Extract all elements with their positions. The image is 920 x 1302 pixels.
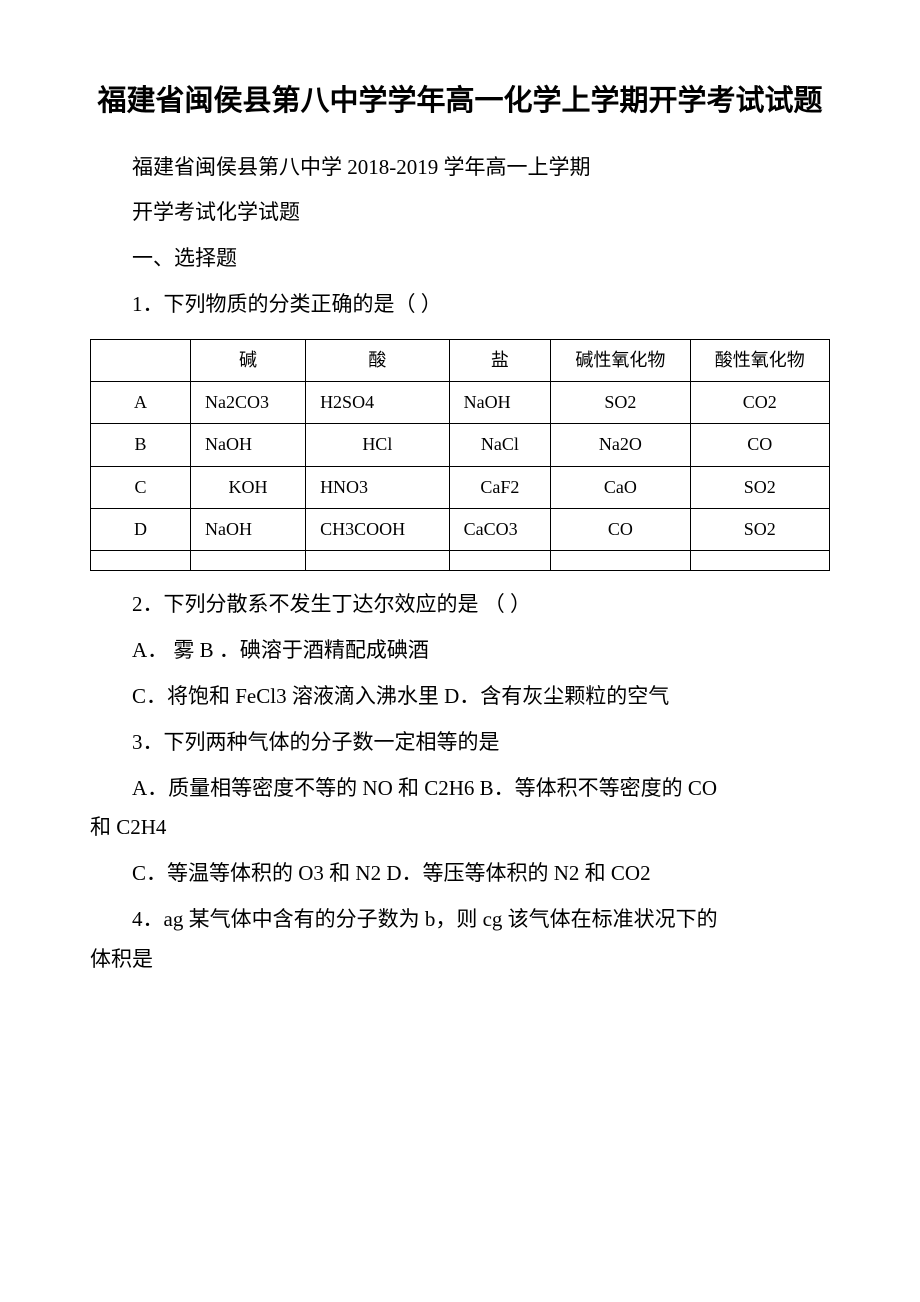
table-cell	[449, 551, 551, 571]
table-cell	[551, 551, 690, 571]
subtitle-line-2: 开学考试化学试题	[90, 193, 830, 233]
table-header-cell	[91, 340, 191, 382]
table-cell: NaOH	[191, 508, 306, 550]
table-cell: SO2	[690, 508, 829, 550]
table-header-cell: 盐	[449, 340, 551, 382]
table-cell: SO2	[551, 382, 690, 424]
question-2: 2．下列分散系不发生丁达尔效应的是 （ ）	[90, 585, 830, 625]
table-cell: D	[91, 508, 191, 550]
table-header-cell: 酸性氧化物	[690, 340, 829, 382]
table-header-cell: 酸	[306, 340, 450, 382]
section-heading: 一、选择题	[90, 239, 830, 279]
question-2-option-c: C．将饱和 FeCl3 溶液滴入沸水里 D．含有灰尘颗粒的空气	[90, 677, 830, 717]
question-4: 4．ag 某气体中含有的分子数为 b，则 cg 该气体在标准状况下的体积是	[90, 900, 830, 980]
table-cell: CaF2	[449, 466, 551, 508]
classification-table: 碱 酸 盐 碱性氧化物 酸性氧化物 A Na2CO3 H2SO4 NaOH SO…	[90, 339, 830, 571]
table-cell: CO	[551, 508, 690, 550]
question-2-option-a: A． 雾 B ．碘溶于酒精配成碘酒	[90, 631, 830, 671]
table-header-row: 碱 酸 盐 碱性氧化物 酸性氧化物	[91, 340, 830, 382]
table-cell: Na2O	[551, 424, 690, 466]
table-cell: H2SO4	[306, 382, 450, 424]
table-cell: KOH	[191, 466, 306, 508]
table-row: D NaOH CH3COOH CaCO3 CO SO2	[91, 508, 830, 550]
table-cell: NaOH	[191, 424, 306, 466]
table-cell: CH3COOH	[306, 508, 450, 550]
table-header-cell: 碱性氧化物	[551, 340, 690, 382]
table-cell: CO2	[690, 382, 829, 424]
table-cell: Na2CO3	[191, 382, 306, 424]
table-cell: HCl	[306, 424, 450, 466]
subtitle-line-1: 福建省闽侯县第八中学 2018-2019 学年高一上学期	[90, 148, 830, 188]
table-cell: B	[91, 424, 191, 466]
table-cell: CaCO3	[449, 508, 551, 550]
table-cell: CaO	[551, 466, 690, 508]
document-title: 福建省闽侯县第八中学学年高一化学上学期开学考试试题	[90, 80, 830, 124]
table-row: C KOH HNO3 CaF2 CaO SO2	[91, 466, 830, 508]
question-1: 1．下列物质的分类正确的是（ ）	[90, 285, 830, 325]
table-cell: NaCl	[449, 424, 551, 466]
table-row: B NaOH HCl NaCl Na2O CO	[91, 424, 830, 466]
question-3-option-a: A．质量相等密度不等的 NO 和 C2H6 B．等体积不等密度的 CO和 C2H…	[90, 769, 830, 849]
table-empty-row	[91, 551, 830, 571]
table-cell	[306, 551, 450, 571]
table-cell	[191, 551, 306, 571]
table-cell: SO2	[690, 466, 829, 508]
table-cell: A	[91, 382, 191, 424]
table-cell	[690, 551, 829, 571]
table-cell: CO	[690, 424, 829, 466]
table-cell: C	[91, 466, 191, 508]
table-cell	[91, 551, 191, 571]
question-3: 3．下列两种气体的分子数一定相等的是	[90, 723, 830, 763]
table-cell: NaOH	[449, 382, 551, 424]
table-cell: HNO3	[306, 466, 450, 508]
table-header-cell: 碱	[191, 340, 306, 382]
question-3-option-c: C．等温等体积的 O3 和 N2 D．等压等体积的 N2 和 CO2	[90, 854, 830, 894]
table-row: A Na2CO3 H2SO4 NaOH SO2 CO2	[91, 382, 830, 424]
